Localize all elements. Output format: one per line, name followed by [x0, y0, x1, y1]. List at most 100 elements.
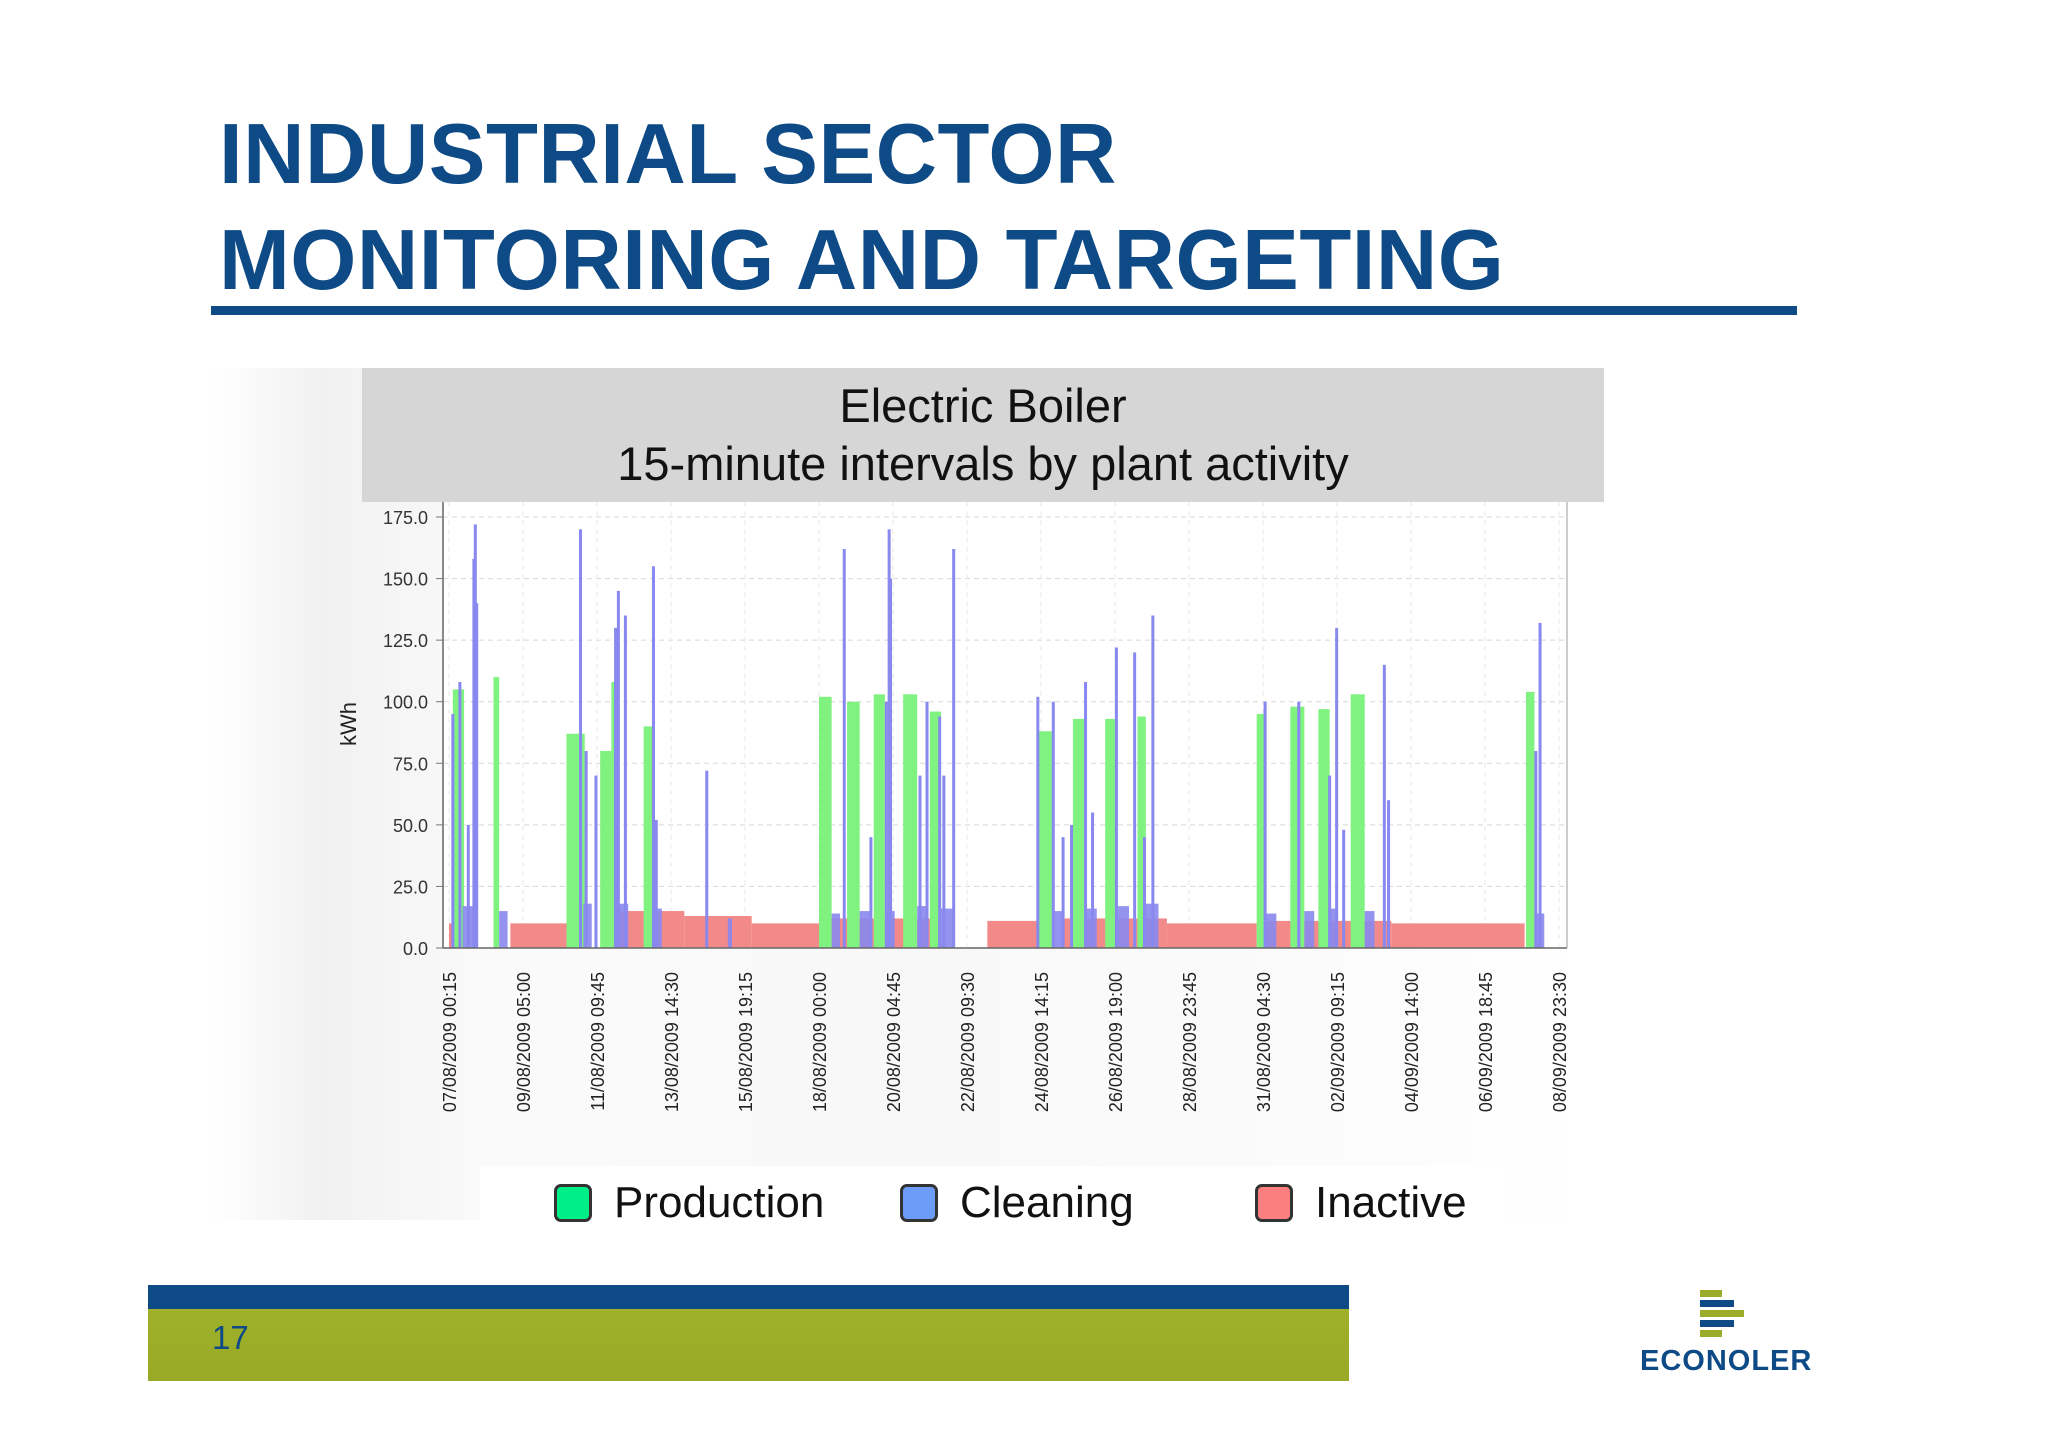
- bar-production: [903, 694, 918, 948]
- bar-production: [873, 694, 885, 948]
- y-tick-label: 150.0: [383, 570, 428, 590]
- x-tick-label: 08/09/2009 23:30: [1550, 972, 1570, 1112]
- x-tick-label: 22/08/2009 09:30: [958, 972, 978, 1112]
- bar-cleaning: [1329, 908, 1339, 948]
- spike-cleaning: [614, 627, 618, 948]
- spike-cleaning: [466, 824, 470, 948]
- spike-cleaning: [458, 682, 462, 948]
- bar-cleaning: [1304, 911, 1315, 948]
- bar-cleaning: [654, 908, 662, 948]
- bar-production: [1318, 709, 1330, 948]
- y-tick-label: 50.0: [393, 816, 428, 836]
- bar-production: [1256, 714, 1267, 948]
- econoler-logo-icon: [1700, 1290, 1744, 1337]
- spike-cleaning: [1151, 615, 1155, 948]
- spike-cleaning: [884, 701, 888, 948]
- legend-label-inactive: Inactive: [1315, 1178, 1467, 1227]
- spike-cleaning: [889, 578, 893, 948]
- bar-cleaning: [1266, 913, 1277, 948]
- spike-cleaning: [1133, 652, 1137, 948]
- chart-header: Electric Boiler 15-minute intervals by p…: [362, 368, 1604, 502]
- y-tick-label: 25.0: [393, 877, 428, 897]
- legend-item-inactive: Inactive: [1255, 1178, 1467, 1228]
- bar-inactive: [1166, 923, 1257, 948]
- logo-text: ECONOLER: [1640, 1345, 1813, 1377]
- y-tick-label: 125.0: [383, 631, 428, 651]
- legend-item-production: Production: [554, 1178, 824, 1228]
- bar-inactive: [751, 923, 819, 948]
- bar-production: [643, 726, 655, 948]
- x-tick-label: 24/08/2009 14:15: [1032, 972, 1052, 1112]
- spike-cleaning: [475, 603, 479, 948]
- bar-production: [1072, 718, 1086, 948]
- spike-cleaning: [952, 549, 956, 948]
- bar-inactive: [510, 923, 567, 948]
- slide-title-line-1: INDUSTRIAL SECTOR: [219, 107, 1117, 202]
- bar-inactive: [1391, 923, 1525, 948]
- x-tick-label: 13/08/2009 14:30: [662, 972, 682, 1112]
- bar-cleaning: [1117, 906, 1130, 948]
- y-axis-label: kWh: [336, 702, 361, 746]
- bar-production: [819, 696, 832, 948]
- footer-blue-band: [148, 1285, 1349, 1309]
- x-tick-label: 09/08/2009 05:00: [514, 972, 534, 1112]
- legend-swatch-cleaning: [900, 1184, 938, 1222]
- spike-cleaning: [1084, 682, 1088, 948]
- spike-cleaning: [1382, 664, 1386, 948]
- legend-label-production: Production: [614, 1178, 825, 1227]
- x-tick-label: 26/08/2009 19:00: [1106, 972, 1126, 1112]
- spike-cleaning: [594, 775, 598, 948]
- spike-cleaning: [869, 837, 873, 948]
- slide-title-line-2: MONITORING AND TARGETING: [219, 213, 1505, 308]
- bar-production: [1105, 718, 1118, 948]
- x-tick-label: 18/08/2009 00:00: [810, 972, 830, 1112]
- legend-swatch-inactive: [1255, 1184, 1293, 1222]
- spike-cleaning: [842, 549, 846, 948]
- spike-cleaning: [1328, 775, 1332, 948]
- bar-production: [600, 750, 612, 948]
- spike-cleaning: [938, 716, 942, 948]
- spike-cleaning: [1114, 647, 1118, 948]
- spike-cleaning: [1142, 837, 1146, 948]
- chart-legend: Production Cleaning Inactive: [480, 1166, 1508, 1227]
- legend-item-cleaning: Cleaning: [900, 1178, 1134, 1228]
- spike-cleaning: [651, 566, 655, 948]
- spike-cleaning: [584, 750, 588, 948]
- bar-production: [847, 701, 860, 948]
- series-cleaning: [451, 524, 1545, 948]
- spike-cleaning: [1051, 701, 1055, 948]
- spike-cleaning: [942, 775, 946, 948]
- bar-inactive: [987, 920, 1038, 948]
- bar-production: [929, 711, 942, 948]
- x-tick-label: 07/08/2009 00:15: [440, 972, 460, 1112]
- bar-production: [493, 677, 500, 948]
- spike-cleaning: [579, 529, 583, 948]
- x-tick-label: 15/08/2009 19:15: [736, 972, 756, 1112]
- chart-title: Electric Boiler: [839, 379, 1127, 432]
- spike-cleaning: [451, 714, 455, 948]
- title-underline: [211, 306, 1797, 315]
- x-tick-label: 04/09/2009 14:00: [1402, 972, 1422, 1112]
- x-tick-label: 06/09/2009 18:45: [1476, 972, 1496, 1112]
- bar-cleaning: [499, 911, 508, 948]
- spike-cleaning: [654, 819, 658, 948]
- x-tick-label: 02/09/2009 09:15: [1328, 972, 1348, 1112]
- spike-cleaning: [1335, 627, 1339, 948]
- bar-cleaning: [727, 918, 733, 948]
- bar-cleaning: [917, 906, 929, 948]
- y-tick-label: 75.0: [393, 754, 428, 774]
- grid-lines: [443, 502, 1567, 947]
- x-tick-label: 28/08/2009 23:45: [1180, 972, 1200, 1112]
- bar-cleaning: [1051, 911, 1064, 948]
- page-number: 17: [212, 1319, 249, 1356]
- legend-label-cleaning: Cleaning: [960, 1178, 1134, 1227]
- bar-production: [1350, 694, 1365, 948]
- x-tick-label: 31/08/2009 04:30: [1254, 972, 1274, 1112]
- bar-cleaning: [859, 911, 870, 948]
- spike-cleaning: [1342, 829, 1346, 948]
- slide-title: INDUSTRIAL SECTOR MONITORING AND TARGETI…: [219, 102, 1504, 314]
- spike-cleaning: [1534, 750, 1538, 948]
- spike-cleaning: [1070, 824, 1074, 948]
- spike-cleaning: [1036, 696, 1040, 948]
